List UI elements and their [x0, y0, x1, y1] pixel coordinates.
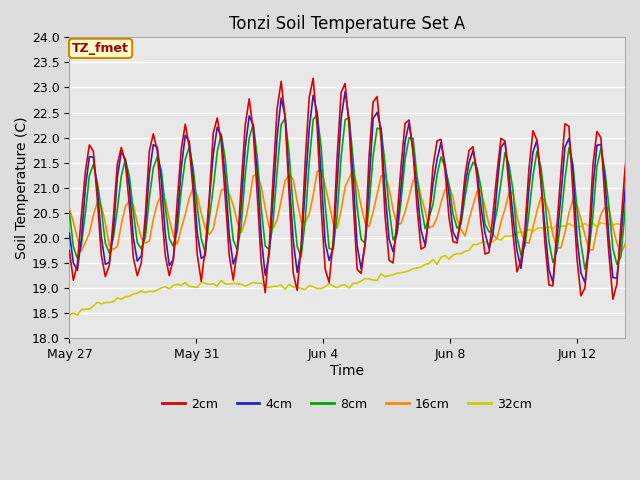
Legend: 2cm, 4cm, 8cm, 16cm, 32cm: 2cm, 4cm, 8cm, 16cm, 32cm	[157, 393, 537, 416]
Title: Tonzi Soil Temperature Set A: Tonzi Soil Temperature Set A	[229, 15, 465, 33]
Y-axis label: Soil Temperature (C): Soil Temperature (C)	[15, 117, 29, 259]
Text: TZ_fmet: TZ_fmet	[72, 42, 129, 55]
X-axis label: Time: Time	[330, 364, 364, 378]
